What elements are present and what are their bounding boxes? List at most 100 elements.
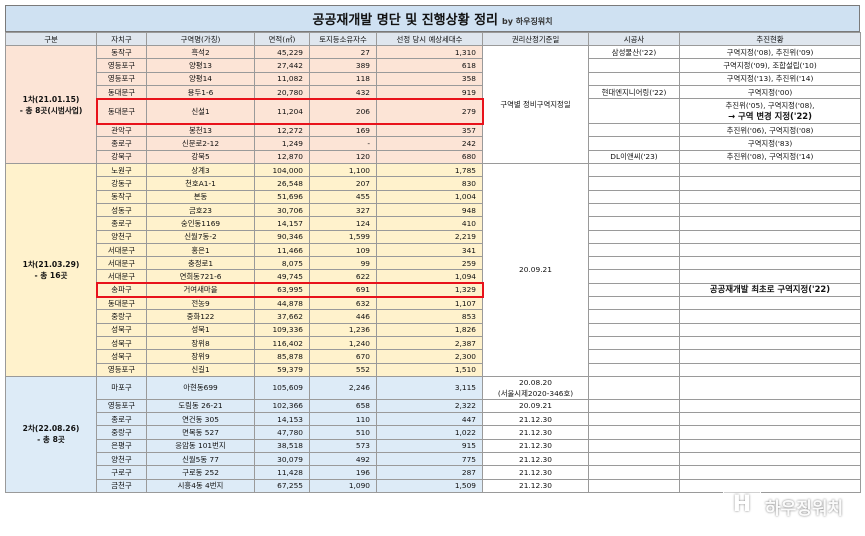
builder-cell [588, 202, 680, 218]
zone-name-cell: 면목동 527 [146, 425, 255, 440]
builder-cell [588, 216, 680, 231]
area-cell: 116,402 [254, 335, 310, 351]
area-cell: 14,153 [254, 412, 310, 427]
rights-date-cell: 20.09.21 [482, 163, 589, 377]
status-cell [679, 176, 861, 191]
owners-cell: 207 [309, 176, 377, 191]
status-cell [679, 412, 861, 427]
housing-watch-logo-icon: H [723, 486, 761, 524]
owners-cell: 573 [309, 438, 377, 454]
units-cell: 242 [376, 136, 483, 151]
builder-cell [588, 438, 680, 454]
builder-cell: 현대엔지니어링('22) [588, 84, 680, 100]
table-row: 성북구 장위8 116,402 1,240 2,387 [6, 335, 861, 351]
district-cell: 종로구 [96, 136, 147, 151]
zone-name-cell: 신설1 [146, 98, 255, 125]
owners-cell: 169 [309, 123, 377, 138]
table-row: 동대문구 전농9 44,878 632 1,107 [6, 296, 861, 311]
builder-cell [588, 349, 680, 364]
district-cell: 동대문구 [96, 296, 147, 311]
district-cell: 양천구 [96, 229, 147, 244]
area-cell: 38,518 [254, 438, 310, 454]
units-cell: 341 [376, 242, 483, 258]
title-main: 공공재개발 명단 및 진행상황 정리 [312, 13, 498, 28]
units-cell: 853 [376, 309, 483, 324]
table-row: 영등포구 양평13 27,442 389 618 구역지정('09), 조합설립('10) [6, 58, 861, 73]
units-cell: 830 [376, 176, 483, 191]
owners-cell: 99 [309, 256, 377, 271]
zone-name-cell: 양평14 [146, 71, 255, 86]
builder-cell [588, 176, 680, 191]
zone-name-cell: 연희동721-6 [146, 269, 255, 284]
column-header: 권리산정기준일 [482, 32, 589, 46]
area-cell: 11,082 [254, 71, 310, 86]
status-cell [679, 398, 861, 414]
owners-cell: - [309, 136, 377, 151]
status-text: 구역지정('13), 추진위('14) [726, 74, 814, 84]
district-cell: 마포구 [96, 375, 147, 400]
owners-cell: 2,246 [309, 375, 377, 400]
status-cell: 구역지정('00) [679, 84, 861, 100]
status-text: 구역지정('00) [747, 87, 793, 97]
units-cell: 680 [376, 149, 483, 165]
area-cell: 11,428 [254, 465, 310, 480]
units-cell: 357 [376, 123, 483, 138]
builder-cell [588, 322, 680, 337]
table-row: 동대문구 신설1 11,204 206 279 추진위('05), 구역지정('08), →… [6, 98, 861, 125]
table-row: 영등포구 양평14 11,082 118 358 구역지정('13), 추진위('14) [6, 71, 861, 86]
district-cell: 영등포구 [96, 58, 147, 73]
table-row: 송파구 거여새마을 63,995 691 1,329 공공재개발 최초로 구역지정('22… [6, 282, 861, 298]
zone-name-cell: 천호A1-1 [146, 176, 255, 191]
table-row: 종로구 연건동 305 14,153 110 447 21.12.30 [6, 412, 861, 427]
column-header: 구분 [5, 32, 97, 46]
column-header: 선정 당시 예상세대수 [376, 32, 483, 46]
table-row: 2차(22.08.26) - 총 8곳 마포구 아현동699 105,609 2,246 3… [5, 375, 861, 493]
area-cell: 109,336 [254, 322, 310, 337]
district-cell: 성북구 [96, 349, 147, 364]
zone-name-cell: 홍은1 [146, 242, 255, 258]
district-cell: 영등포구 [96, 398, 147, 414]
status-cell [679, 269, 861, 284]
area-cell: 20,780 [254, 84, 310, 100]
zone-name-cell: 거여새마을 [146, 282, 255, 298]
units-cell: 618 [376, 58, 483, 73]
table-row: 종로구 숭인동1169 14,157 124 410 [6, 216, 861, 231]
district-cell: 관악구 [96, 123, 147, 138]
zone-name-cell: 도림동 26-21 [146, 398, 255, 414]
units-cell: 919 [376, 84, 483, 100]
zone-name-cell: 신문로2-12 [146, 136, 255, 151]
group-label-line: - 총 8곳(시범사업) [19, 105, 83, 115]
builder-cell [588, 465, 680, 480]
table-row: 영등포구 도림동 26-21 102,366 658 2,322 20.09.21 [6, 398, 861, 414]
group-label-line: 2차(22.08.26) [22, 424, 80, 434]
status-cell [679, 163, 861, 178]
rights-date-note: (서울시제2020-346호) [497, 388, 574, 398]
zone-name-cell: 흑석2 [146, 44, 255, 60]
district-cell: 양천구 [96, 452, 147, 467]
units-cell: 1,510 [376, 362, 483, 377]
column-header: 시공사 [588, 32, 680, 46]
table-row: 서대문구 충정로1 8,075 99 259 [6, 256, 861, 271]
owners-cell: 432 [309, 84, 377, 100]
owners-cell: 389 [309, 58, 377, 73]
table-row: 강동구 천호A1-1 26,548 207 830 [6, 176, 861, 191]
district-cell: 중랑구 [96, 425, 147, 440]
owners-cell: 510 [309, 425, 377, 440]
status-cell [679, 189, 861, 204]
status-cell [679, 309, 861, 324]
units-cell: 1,509 [376, 478, 483, 493]
units-cell: 1,022 [376, 425, 483, 440]
table-row: 1차(21.03.29) - 총 16곳 노원구 상계3 104,000 1,100 1,7… [5, 163, 861, 377]
builder-cell [588, 163, 680, 178]
owners-cell: 27 [309, 44, 377, 60]
owners-cell: 622 [309, 269, 377, 284]
units-cell: 358 [376, 71, 483, 86]
status-text: 추진위('08), 구역지정('14) [726, 152, 814, 162]
district-cell: 서대문구 [96, 242, 147, 258]
rights-date-cell: 21.12.30 [482, 465, 589, 480]
builder-cell [588, 256, 680, 271]
area-cell: 47,780 [254, 425, 310, 440]
owners-cell: 206 [309, 98, 377, 125]
zone-name-cell: 장위8 [146, 335, 255, 351]
area-cell: 30,706 [254, 202, 310, 218]
